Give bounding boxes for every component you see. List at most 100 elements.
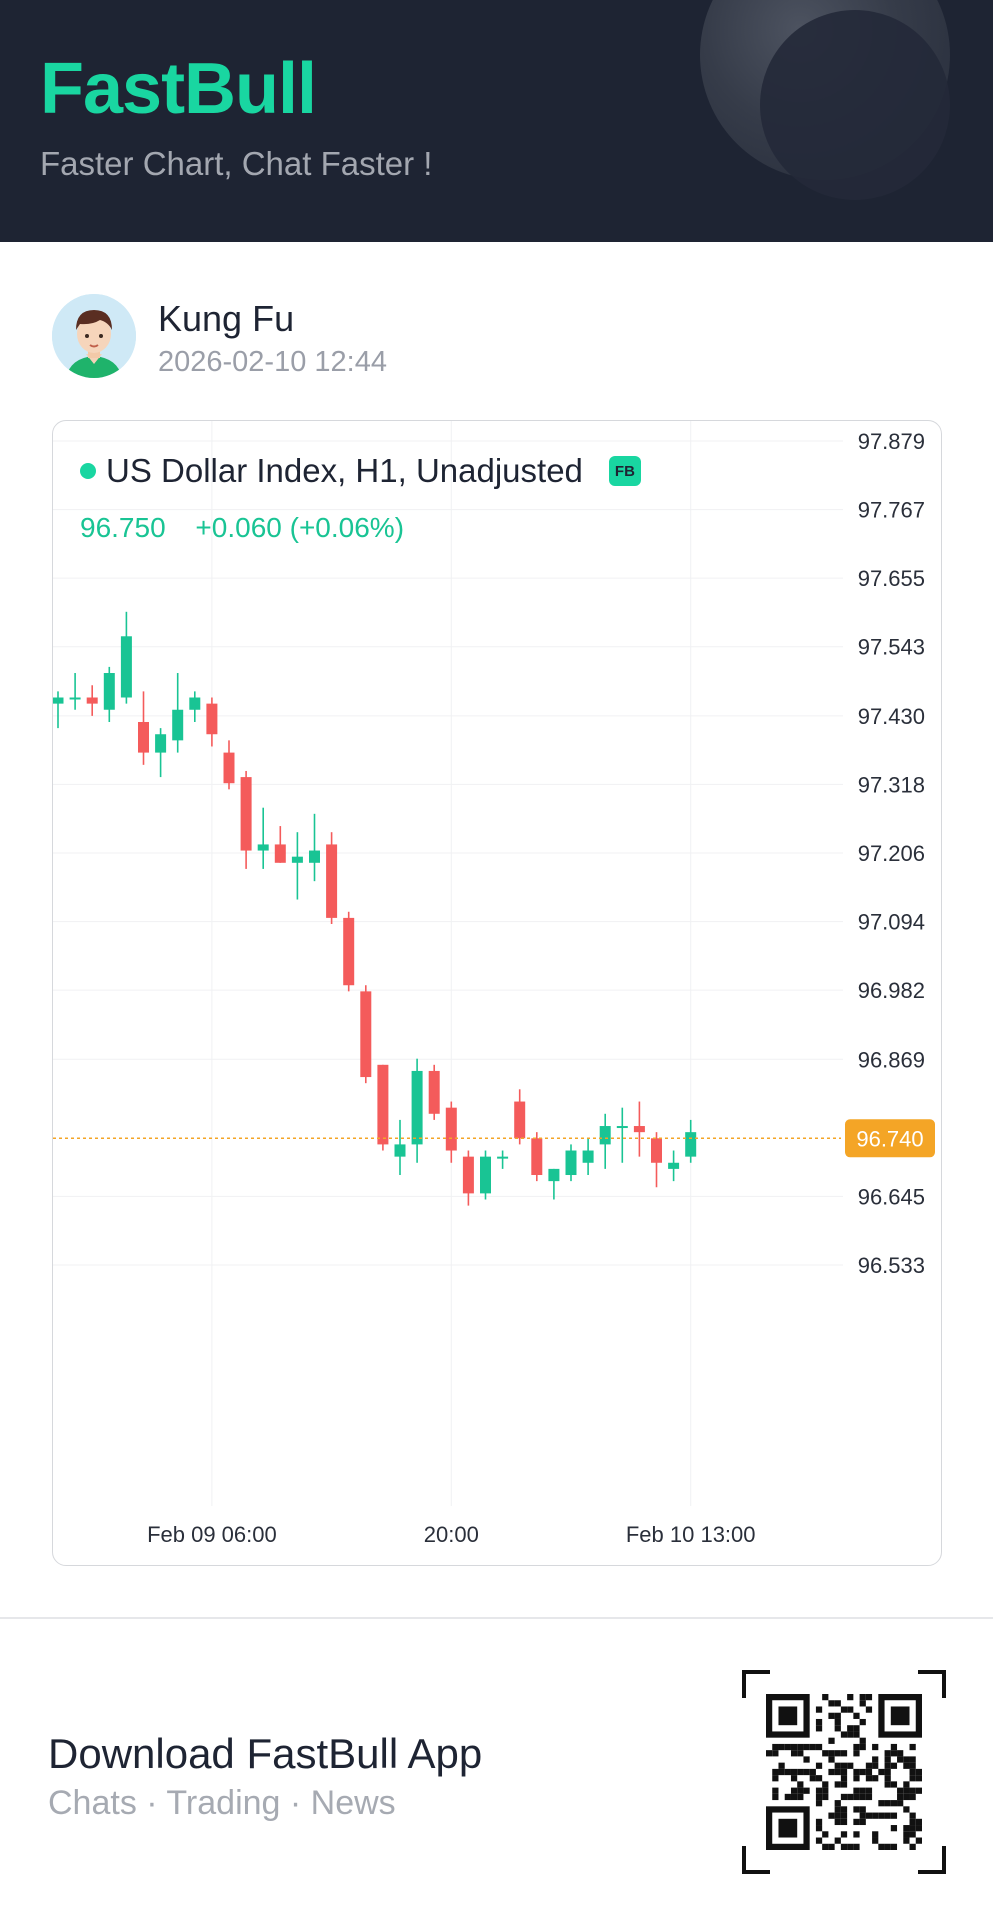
qr-module	[909, 1756, 916, 1763]
qr-module	[915, 1818, 922, 1826]
qr-module	[884, 1775, 891, 1782]
qr-module	[822, 1793, 829, 1801]
qr-module	[865, 1793, 873, 1801]
qr-module	[884, 1812, 891, 1819]
chart-card[interactable]: 97.879 97.767 97.655 97.543 97.430 97.318 97.2…	[52, 420, 942, 1566]
qr-module	[890, 1743, 898, 1751]
qr-module	[815, 1718, 823, 1726]
y-tick-label: 96.869	[858, 1047, 925, 1072]
qr-module	[790, 1743, 798, 1751]
qr-module	[903, 1825, 910, 1832]
qr-module	[915, 1825, 922, 1832]
qr-module	[828, 1712, 835, 1719]
qr-module	[853, 1793, 860, 1801]
qr-module	[897, 1787, 904, 1794]
post-timestamp: 2026-02-10 12:44	[158, 346, 387, 378]
qr-module	[815, 1762, 823, 1769]
y-tick-label: 97.655	[858, 566, 925, 591]
candle-body	[274, 844, 286, 863]
qr-module	[890, 1800, 898, 1807]
avatar[interactable]	[52, 294, 136, 378]
qr-corner-bracket	[742, 1846, 770, 1874]
qr-module	[859, 1737, 866, 1744]
candlestick-chart[interactable]: 97.879 97.767 97.655 97.543 97.430 97.318 97.2…	[53, 421, 941, 1565]
qr-module	[915, 1787, 922, 1794]
candle-body	[69, 697, 81, 700]
qr-module	[815, 1725, 823, 1732]
y-tick-label: 97.318	[858, 772, 925, 797]
qr-module	[859, 1743, 866, 1751]
candle-body	[548, 1168, 560, 1182]
qr-module	[797, 1787, 804, 1794]
candle-body	[172, 709, 184, 741]
qr-module	[847, 1725, 854, 1732]
qr-module	[890, 1843, 898, 1850]
qr-module	[909, 1812, 916, 1819]
qr-module	[784, 1743, 791, 1751]
qr-module	[909, 1775, 916, 1782]
qr-module	[772, 1793, 779, 1801]
qr-module	[828, 1756, 835, 1763]
qr-module	[853, 1818, 860, 1826]
candle-body	[138, 721, 149, 753]
post-author-name[interactable]: Kung Fu	[158, 298, 295, 339]
qr-module	[822, 1831, 829, 1838]
brand-tagline: Faster Chart, Chat Faster !	[40, 145, 433, 182]
qr-module	[834, 1725, 841, 1732]
qr-module	[797, 1750, 804, 1757]
qr-module	[897, 1800, 904, 1807]
candle-body	[651, 1138, 662, 1163]
decorative-moon-shadow	[760, 10, 950, 200]
qr-module	[878, 1800, 885, 1807]
candle-body	[616, 1126, 628, 1129]
qr-module	[797, 1743, 804, 1751]
qr-module	[909, 1843, 916, 1850]
qr-module	[853, 1743, 860, 1751]
price-change: +0.060 (+0.06%)	[195, 512, 405, 543]
qr-module	[865, 1694, 873, 1701]
qr-module	[834, 1762, 841, 1769]
candle-body	[531, 1138, 543, 1176]
qr-module	[859, 1812, 866, 1819]
qr-module	[815, 1837, 823, 1844]
qr-module	[859, 1718, 866, 1726]
qr-module	[903, 1837, 910, 1844]
qr-module	[815, 1775, 823, 1782]
qr-module	[884, 1762, 891, 1769]
qr-module	[847, 1762, 854, 1769]
last-price-tag	[845, 1119, 935, 1158]
chart-header: US Dollar Index, H1, Unadjusted FB	[80, 452, 641, 490]
y-tick-label: 96.645	[858, 1184, 925, 1209]
qr-module	[778, 1743, 785, 1751]
qr-module	[840, 1706, 848, 1713]
qr-module	[822, 1787, 829, 1794]
qr-module	[828, 1812, 835, 1819]
qr-module	[872, 1837, 879, 1844]
qr-module	[766, 1750, 773, 1757]
qr-module	[847, 1706, 854, 1713]
qr-module	[815, 1800, 823, 1807]
x-tick-label: 20:00	[424, 1522, 479, 1547]
qr-module	[840, 1762, 848, 1769]
candle-body	[206, 703, 218, 735]
chart-title: US Dollar Index, H1, Unadjusted	[106, 452, 583, 489]
qr-module	[853, 1806, 860, 1813]
qr-module	[884, 1800, 891, 1807]
qr-module	[834, 1750, 841, 1757]
qr-module	[815, 1743, 823, 1751]
qr-module	[872, 1812, 879, 1819]
qr-module	[872, 1831, 879, 1838]
qr-module	[890, 1825, 898, 1832]
qr-module	[840, 1731, 848, 1738]
qr-module	[847, 1694, 854, 1701]
qr-module	[847, 1793, 854, 1801]
qr-module	[840, 1781, 848, 1788]
qr-module	[834, 1700, 841, 1707]
qr-module	[840, 1812, 848, 1819]
download-qr-code[interactable]	[742, 1670, 946, 1874]
qr-module	[815, 1825, 823, 1832]
qr-module	[884, 1781, 891, 1788]
brand-logo-text: FastBull	[40, 49, 317, 129]
qr-module	[884, 1843, 891, 1850]
qr-module	[790, 1775, 798, 1782]
